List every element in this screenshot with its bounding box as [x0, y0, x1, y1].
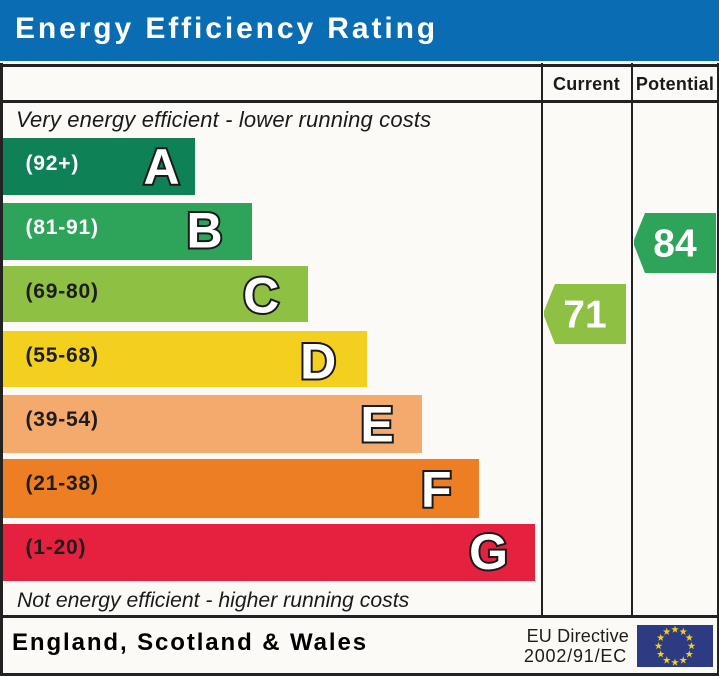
svg-text:84: 84 — [653, 222, 697, 265]
svg-text:A: A — [144, 139, 180, 195]
svg-text:C: C — [243, 268, 279, 324]
svg-text:B: B — [186, 203, 222, 259]
svg-text:E: E — [360, 396, 393, 452]
svg-text:G: G — [469, 524, 508, 580]
svg-text:71: 71 — [563, 293, 606, 336]
svg-text:D: D — [300, 334, 336, 390]
svg-text:F: F — [421, 461, 452, 517]
